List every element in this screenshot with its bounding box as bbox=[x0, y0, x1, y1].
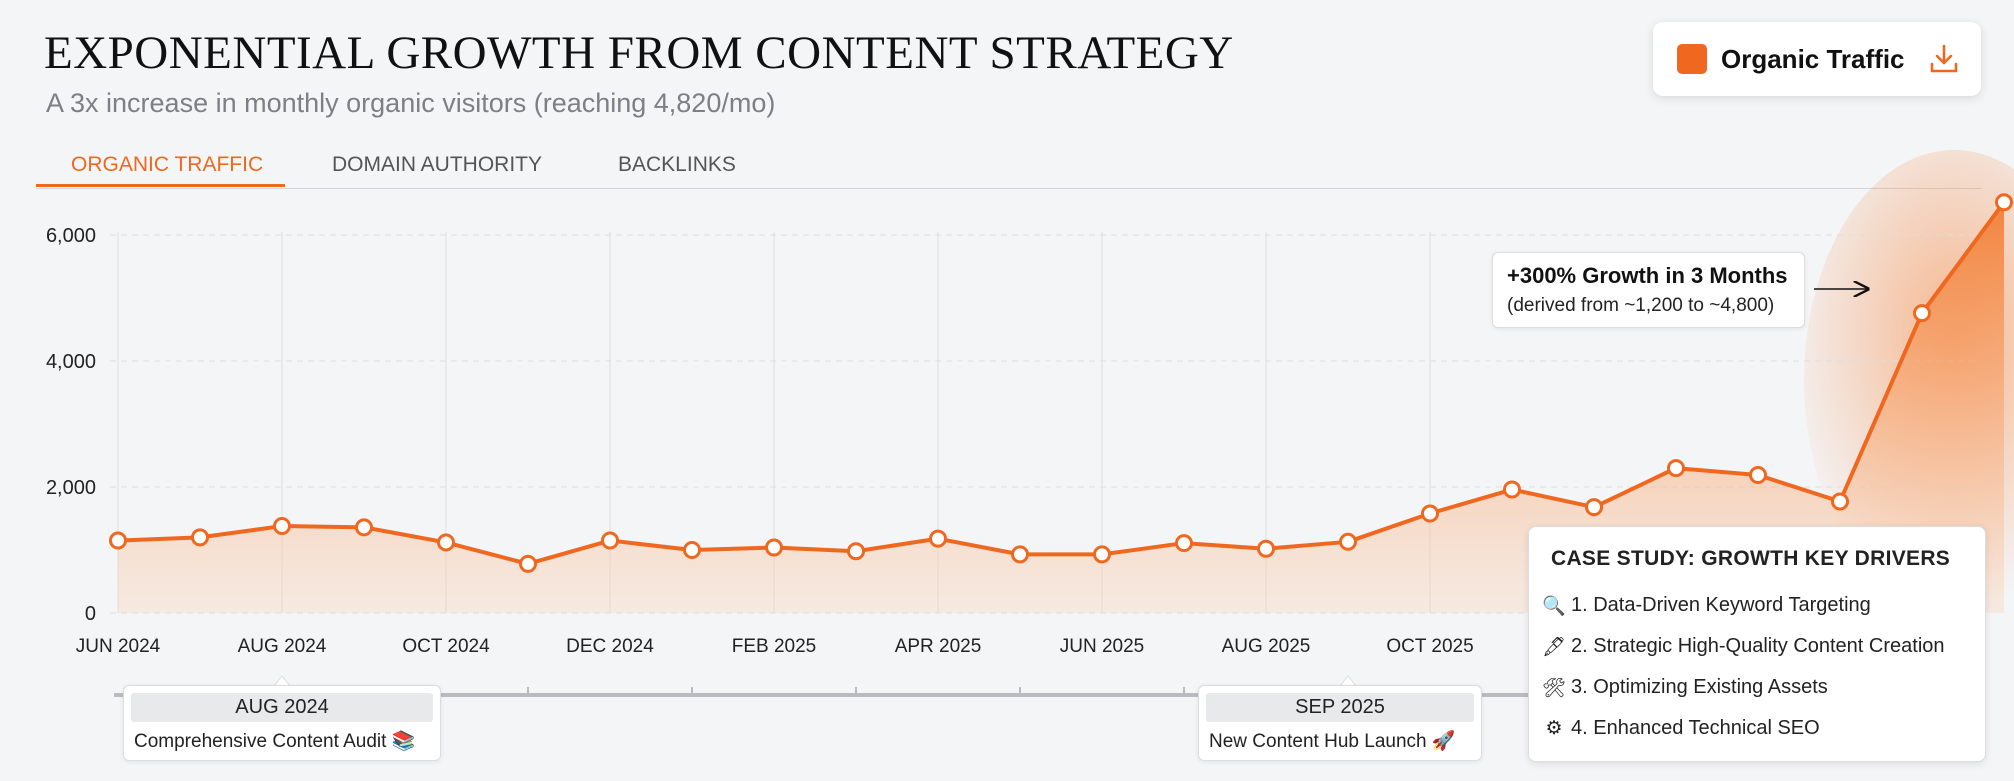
legend-swatch bbox=[1677, 44, 1707, 74]
data-point bbox=[1667, 459, 1685, 478]
data-point bbox=[1749, 466, 1767, 485]
event-text: New Content Hub Launch 🚀 bbox=[1209, 731, 1456, 752]
data-point bbox=[1011, 545, 1029, 564]
data-point bbox=[1503, 480, 1521, 499]
data-point bbox=[1339, 532, 1357, 551]
pen-icon: 🖋 bbox=[1541, 636, 1567, 658]
x-tick-label: FEB 2025 bbox=[732, 636, 817, 657]
data-point bbox=[1093, 545, 1111, 564]
data-point bbox=[1585, 498, 1603, 517]
x-tick-label: JUN 2025 bbox=[1060, 636, 1145, 657]
tab-bar: ORGANIC TRAFFIC DOMAIN AUTHORITY BACKLIN… bbox=[36, 140, 1982, 189]
case-study-item: 🛠 3. Optimizing Existing Assets bbox=[1541, 667, 1965, 708]
active-tab-underline bbox=[36, 184, 285, 187]
chart-title: EXPONENTIAL GROWTH FROM CONTENT STRATEGY bbox=[44, 27, 1234, 79]
tools-icon: 🛠 bbox=[1541, 677, 1567, 699]
y-tick-label: 4,000 bbox=[46, 351, 96, 373]
event-pointer bbox=[273, 675, 291, 687]
data-point bbox=[1175, 534, 1193, 553]
y-tick-label: 6,000 bbox=[46, 225, 96, 247]
tab-organic-traffic[interactable]: ORGANIC TRAFFIC bbox=[71, 153, 264, 176]
data-point bbox=[847, 542, 865, 561]
data-point bbox=[601, 531, 619, 550]
data-point bbox=[273, 517, 291, 536]
case-study-item-label: 3. Optimizing Existing Assets bbox=[1571, 676, 1828, 698]
data-point bbox=[109, 531, 127, 550]
legend-label: Organic Traffic bbox=[1721, 43, 1905, 74]
data-point bbox=[191, 528, 209, 547]
event-pointer bbox=[1339, 675, 1357, 687]
x-tick-label: DEC 2024 bbox=[566, 636, 654, 657]
x-tick-label: JUN 2024 bbox=[76, 636, 161, 657]
gear-icon: ⚙ bbox=[1545, 718, 1563, 739]
tab-domain-authority[interactable]: DOMAIN AUTHORITY bbox=[332, 153, 543, 176]
traffic-area bbox=[118, 202, 2004, 614]
x-tick-label: APR 2025 bbox=[895, 636, 982, 657]
traffic-line bbox=[117, 201, 2006, 566]
x-tick-label: OCT 2024 bbox=[402, 636, 490, 657]
case-study-item: 🖋 2. Strategic High-Quality Content Creat… bbox=[1541, 626, 1965, 667]
y-tick-label: 0 bbox=[85, 603, 96, 625]
magnifier-icon: 🔍 bbox=[1542, 595, 1566, 617]
x-tick-label: AUG 2025 bbox=[1222, 636, 1311, 657]
case-study-item-label: 1. Data-Driven Keyword Targeting bbox=[1571, 594, 1871, 616]
case-study-item: ⚙ 4. Enhanced Technical SEO bbox=[1541, 708, 1965, 749]
case-study-item: 🔍 1. Data-Driven Keyword Targeting bbox=[1541, 585, 1965, 626]
data-point bbox=[765, 538, 783, 557]
data-point bbox=[437, 533, 455, 552]
data-point bbox=[519, 554, 537, 573]
tab-backlinks[interactable]: BACKLINKS bbox=[618, 153, 736, 176]
data-point bbox=[1421, 504, 1439, 523]
event-date: AUG 2024 bbox=[131, 693, 433, 722]
data-point bbox=[1831, 492, 1849, 511]
case-study-item-label: 4. Enhanced Technical SEO bbox=[1571, 717, 1820, 739]
data-point bbox=[929, 529, 947, 548]
case-study-item-label: 2. Strategic High-Quality Content Creati… bbox=[1571, 635, 1945, 657]
y-tick-label: 2,000 bbox=[46, 477, 96, 499]
data-point bbox=[355, 518, 373, 537]
annotation-title: +300% Growth in 3 Months bbox=[1507, 263, 1788, 288]
x-tick-label: AUG 2024 bbox=[238, 636, 327, 657]
data-point bbox=[1913, 304, 1931, 323]
case-study-card: CASE STUDY: GROWTH KEY DRIVERS 🔍 1. Data-… bbox=[1528, 526, 1986, 762]
legend-card: Organic Traffic bbox=[1653, 22, 1981, 96]
download-icon[interactable] bbox=[1927, 42, 1961, 76]
event-date: SEP 2025 bbox=[1206, 693, 1474, 722]
event-card: SEP 2025 New Content Hub Launch 🚀 bbox=[1198, 685, 1482, 761]
data-point bbox=[1995, 193, 2013, 212]
x-tick-label: OCT 2025 bbox=[1386, 636, 1473, 657]
data-point bbox=[683, 541, 701, 559]
data-point bbox=[1257, 539, 1275, 558]
chart-subtitle: A 3x increase in monthly organic visitor… bbox=[46, 88, 776, 118]
growth-annotation: +300% Growth in 3 Months (derived from ~… bbox=[1492, 252, 1805, 328]
case-study-title: CASE STUDY: GROWTH KEY DRIVERS bbox=[1551, 547, 1951, 570]
event-card: AUG 2024 Comprehensive Content Audit 📚 bbox=[123, 685, 441, 761]
annotation-subtitle: (derived from ~1,200 to ~4,800) bbox=[1507, 295, 1775, 316]
event-text: Comprehensive Content Audit 📚 bbox=[134, 731, 416, 752]
